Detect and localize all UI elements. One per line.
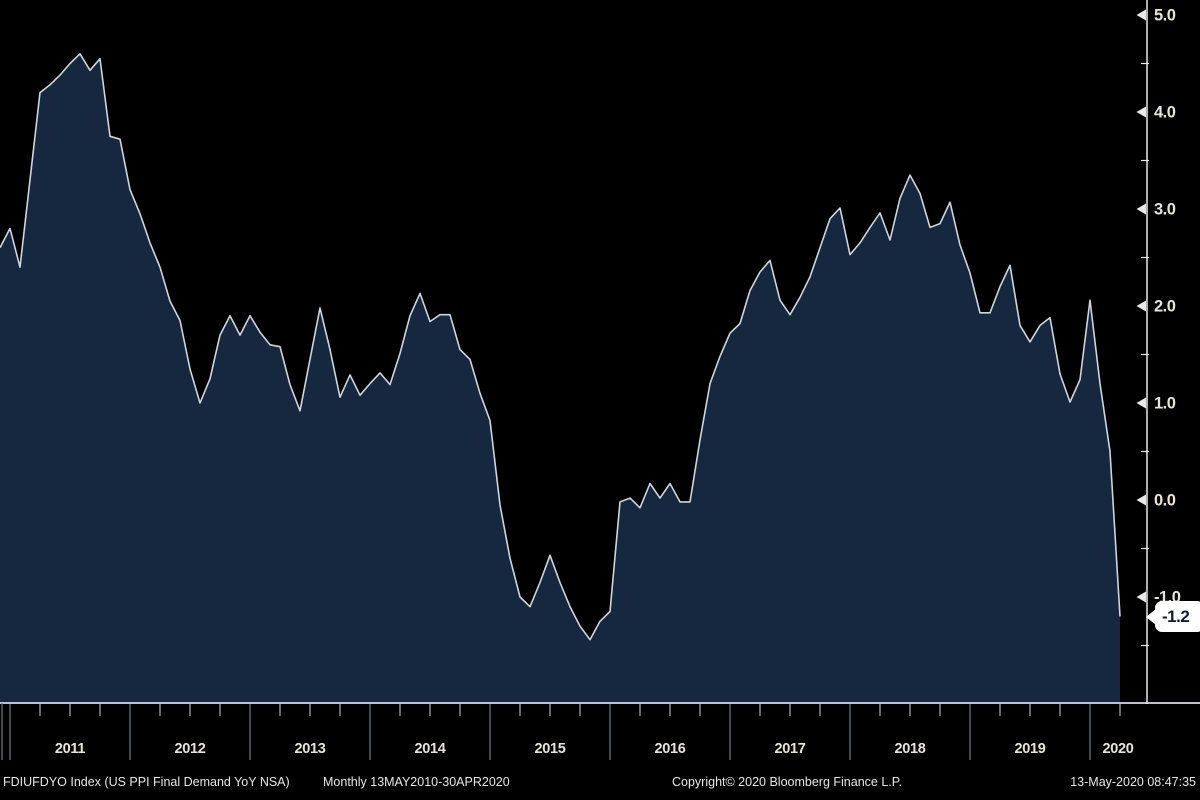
last-value-text: -1.2 <box>1162 606 1190 626</box>
y-axis-tick-label: 1.0 <box>1154 395 1176 413</box>
x-axis-year-label: 2016 <box>654 741 685 757</box>
y-axis-tick-label: 3.0 <box>1154 201 1176 219</box>
y-axis-major-tick-arrow <box>1136 494 1146 506</box>
footer-copyright: Copyright© 2020 Bloomberg Finance L.P. <box>672 775 902 789</box>
x-axis-year-label: 2017 <box>774 741 805 757</box>
x-axis-year-label: 2015 <box>534 741 565 757</box>
y-axis-tick-label: 0.0 <box>1154 492 1176 510</box>
data-line <box>0 53 1121 641</box>
y-axis-tick-label: 4.0 <box>1154 104 1176 122</box>
area-fill <box>0 53 1120 704</box>
x-axis-year-label: 2011 <box>55 741 85 757</box>
y-axis-major-tick-arrow <box>1136 591 1146 603</box>
x-axis-year-label: 2019 <box>1014 741 1045 757</box>
y-axis-major-tick-arrow <box>1136 300 1146 312</box>
last-value-badge: -1.2 <box>1146 601 1200 632</box>
y-axis-tick-label: 2.0 <box>1154 298 1176 316</box>
footer: FDIUFDYO Index (US PPI Final Demand YoY … <box>0 775 1200 797</box>
y-axis-major-tick-arrow <box>1136 9 1146 21</box>
y-axis-tick-label: 5.0 <box>1154 7 1176 25</box>
x-axis-year-label: 2013 <box>294 741 325 757</box>
y-axis-major-tick-arrow <box>1136 203 1146 215</box>
x-axis-year-label: 2018 <box>894 741 925 757</box>
y-axis-major-tick-arrow <box>1136 397 1146 409</box>
footer-ticker-title: FDIUFDYO Index (US PPI Final Demand YoY … <box>3 775 290 789</box>
footer-frequency-range: Monthly 13MAY2010-30APR2020 <box>323 775 510 789</box>
badge-left-arrow-icon <box>1146 608 1156 625</box>
x-axis-year-label: 2020 <box>1102 741 1133 757</box>
footer-timestamp: 13-May-2020 08:47:35 <box>1070 775 1196 789</box>
x-axis-year-label: 2012 <box>174 741 205 757</box>
x-axis-year-label: 2014 <box>414 741 445 757</box>
y-axis-major-tick-arrow <box>1136 106 1146 118</box>
